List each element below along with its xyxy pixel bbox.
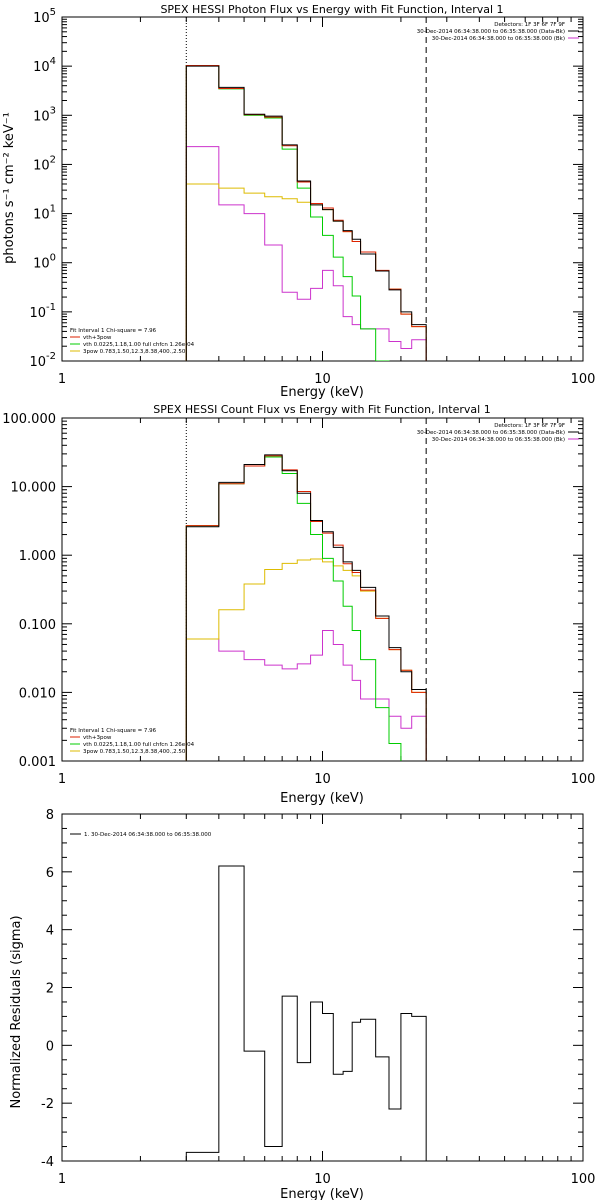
panel1-ytick-label: 100 xyxy=(33,253,56,272)
photon-flux-title: SPEX HESSI Photon Flux vs Energy with Fi… xyxy=(160,3,503,16)
panel3-ytick-label: 8 xyxy=(46,808,54,823)
panel1-ytick-base: 10 xyxy=(33,208,50,223)
panel2-series-data xyxy=(185,454,427,761)
panel1-ytick-label: 104 xyxy=(33,56,56,75)
panel2-header-text: 30-Dec-2014 06:34:38.000 to 06:35:38.000… xyxy=(432,437,565,443)
panel1-xtick-label: 100 xyxy=(571,372,596,387)
panel1-series-background xyxy=(185,146,427,361)
count-flux-xlabel: Energy (keV) xyxy=(280,791,364,806)
panel1-fit-legend-text: Fit Interval 1 Chi-square = 7.96 xyxy=(70,328,157,334)
panel2-header-text: Detectors: 1F 3F 6F 7F 9F xyxy=(494,423,565,429)
panel1-ytick-base: 10 xyxy=(29,306,46,321)
panel2-header-text: 30-Dec-2014 06:34:38.000 to 06:35:38.000… xyxy=(417,430,565,436)
panel3-xtick-label: 1 xyxy=(58,1172,66,1187)
panel3-ytick-label: 0 xyxy=(46,1039,54,1054)
panel2-series-group xyxy=(185,454,427,761)
photon-flux-ylabel: photons s⁻¹ cm⁻² keV⁻¹ xyxy=(2,112,17,264)
panel2-fit-legend-text: vth+3pow xyxy=(83,735,112,741)
panel2-ytick-label: 0.001 xyxy=(19,755,56,770)
residuals-panel: Energy (keV) Normalized Residuals (sigma… xyxy=(9,808,595,1200)
panel2-fit-legend-text: 3pow 0.783,1.50,12.3,8.38,400.,2.50 xyxy=(83,749,186,755)
panel1-ytick-label: 102 xyxy=(33,154,56,173)
panel2-series-background xyxy=(185,629,427,761)
residuals-xlabel: Energy (keV) xyxy=(280,1187,364,1200)
panel3-series-group xyxy=(185,865,427,1161)
panel3-series-residuals xyxy=(185,865,427,1161)
panel1-ytick-base: 10 xyxy=(33,109,50,124)
panel2-xtick-label: 100 xyxy=(571,772,596,787)
panel1-ytick-exp: -2 xyxy=(46,351,56,362)
panel1-ytick-label: 101 xyxy=(33,204,56,223)
panel3-ytick-label: 4 xyxy=(46,924,54,939)
panel2-fit-legend-text: Fit Interval 1 Chi-square = 7.96 xyxy=(70,728,157,734)
panel3-xtick-label: 10 xyxy=(314,1172,331,1187)
photon-flux-xlabel: Energy (keV) xyxy=(280,385,364,400)
residuals-ylabel: Normalized Residuals (sigma) xyxy=(9,915,24,1108)
panel1-ytick-base: 10 xyxy=(33,158,50,173)
panel3-ytick-label: -2 xyxy=(41,1097,54,1112)
photon-flux-panel: SPEX HESSI Photon Flux vs Energy with Fi… xyxy=(2,3,596,400)
panel2-xtick-label: 1 xyxy=(58,772,66,787)
panel2-ytick-label: 0.010 xyxy=(19,686,56,701)
panel1-series-group xyxy=(185,65,427,361)
panel3-xtick-label: 100 xyxy=(571,1172,596,1187)
panel1-ytick-base: 10 xyxy=(33,60,50,75)
panel1-ytick-exp: 5 xyxy=(50,7,56,18)
panel2-fit-legend-text: vth 0.0225,1.18,1.00 full chfcn 1.26e-04 xyxy=(83,742,195,748)
panel1-ytick-base: 10 xyxy=(29,355,46,370)
panel1-header-text: 30-Dec-2014 06:34:38.000 to 06:35:38.000… xyxy=(432,36,565,42)
panel3-ytick-label: 6 xyxy=(46,866,54,881)
panel1-ytick-exp: 4 xyxy=(50,56,56,67)
panel1-ytick-base: 10 xyxy=(33,11,50,26)
panel3-ytick-label: -4 xyxy=(41,1155,54,1170)
panel1-ytick-label: 103 xyxy=(33,105,56,124)
panel1-xtick-label: 10 xyxy=(314,372,331,387)
panel3-legend-text: 1. 30-Dec-2014 06:34:38.000 to 06:35:38.… xyxy=(84,832,212,838)
panel1-ytick-label: 10-1 xyxy=(29,302,56,321)
panel1-fit-legend-text: vth+3pow xyxy=(83,335,112,341)
count-flux-panel: SPEX HESSI Count Flux vs Energy with Fit… xyxy=(2,403,595,806)
panel1-series-data xyxy=(185,65,427,361)
count-flux-title: SPEX HESSI Count Flux vs Energy with Fit… xyxy=(153,403,490,416)
panel2-ytick-label: 10.000 xyxy=(11,481,57,496)
panel1-ytick-exp: 1 xyxy=(50,204,56,215)
panel1-ytick-exp: 2 xyxy=(50,154,56,165)
panel1-header-text: 30-Dec-2014 06:34:38.000 to 06:35:38.000… xyxy=(417,29,565,35)
panel1-fit-legend-text: 3pow 0.783,1.50,12.3,8.38,400.,2.50 xyxy=(83,349,186,355)
panel1-header-text: Detectors: 1F 3F 6F 7F 9F xyxy=(494,22,565,28)
panel2-ytick-label: 0.100 xyxy=(19,618,56,633)
panel1-ytick-exp: 0 xyxy=(50,253,56,264)
panel1-ytick-label: 105 xyxy=(33,7,56,26)
panel1-ytick-label: 10-2 xyxy=(29,351,56,370)
panel1-ytick-exp: 3 xyxy=(50,105,56,116)
panel1-ytick-exp: -1 xyxy=(46,302,56,313)
panel1-ytick-base: 10 xyxy=(33,257,50,272)
panel2-ytick-label: 100.000 xyxy=(2,412,56,427)
panel1-fit-legend-text: vth 0.0225,1.18,1.00 full chfcn 1.26e-04 xyxy=(83,342,195,348)
panel2-xtick-label: 10 xyxy=(314,772,331,787)
panel1-series-thermal xyxy=(185,65,390,361)
panel2-ytick-label: 1.000 xyxy=(19,549,56,564)
panel1-xtick-label: 1 xyxy=(58,372,66,387)
panel3-ytick-label: 2 xyxy=(46,982,54,997)
